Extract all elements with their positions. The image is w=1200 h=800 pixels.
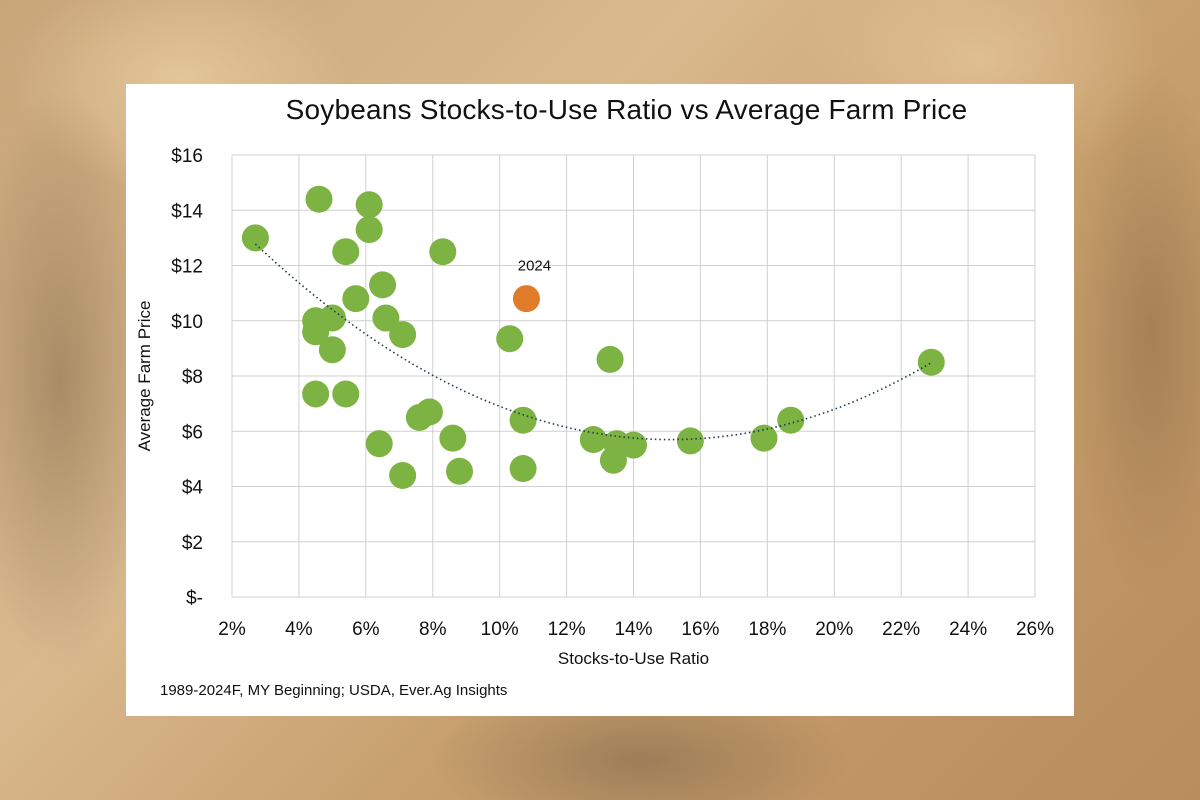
data-point bbox=[917, 348, 945, 376]
data-point bbox=[365, 430, 393, 458]
data-point bbox=[342, 285, 370, 313]
data-point bbox=[750, 424, 778, 452]
data-point bbox=[302, 380, 330, 408]
chart-title: Soybeans Stocks-to-Use Ratio vs Average … bbox=[285, 94, 968, 125]
x-tick-label: 4% bbox=[285, 619, 313, 640]
data-point bbox=[369, 271, 397, 299]
data-point bbox=[318, 304, 346, 332]
highlight-label: 2024 bbox=[518, 258, 551, 275]
x-tick-label: 16% bbox=[681, 619, 719, 640]
data-point bbox=[355, 216, 383, 244]
x-tick-label: 22% bbox=[882, 619, 920, 640]
x-tick-label: 2% bbox=[218, 619, 246, 640]
y-tick-label: $12 bbox=[171, 257, 203, 278]
data-point bbox=[372, 304, 400, 332]
x-tick-label: 24% bbox=[949, 619, 987, 640]
data-point bbox=[355, 191, 383, 219]
x-tick-label: 10% bbox=[481, 619, 519, 640]
data-point bbox=[509, 406, 537, 434]
x-tick-label: 6% bbox=[352, 619, 380, 640]
data-point bbox=[332, 238, 360, 266]
data-point bbox=[332, 380, 360, 408]
data-point bbox=[509, 455, 537, 483]
chart-title-wrap: Soybeans Stocks-to-Use Ratio vs Average … bbox=[126, 94, 1198, 134]
data-point bbox=[415, 398, 443, 426]
data-point bbox=[439, 424, 467, 452]
data-point bbox=[620, 431, 647, 459]
data-point bbox=[596, 345, 624, 373]
y-tick-label: $- bbox=[186, 588, 203, 609]
data-point bbox=[389, 321, 417, 349]
trendline bbox=[254, 243, 932, 441]
y-tick-label: $4 bbox=[182, 478, 204, 499]
y-tick-label: $14 bbox=[171, 201, 203, 222]
data-point bbox=[777, 406, 805, 434]
y-axis-label: Average Farm Price bbox=[135, 301, 154, 452]
data-point bbox=[318, 336, 346, 364]
x-axis-label: Stocks-to-Use Ratio bbox=[558, 649, 709, 668]
data-point bbox=[305, 185, 333, 213]
y-tick-label: $6 bbox=[182, 422, 203, 443]
x-tick-label: 8% bbox=[419, 619, 447, 640]
y-tick-label: $16 bbox=[171, 146, 203, 167]
highlight-point-2024 bbox=[512, 285, 540, 313]
x-tick-label: 26% bbox=[1016, 619, 1054, 640]
y-tick-label: $2 bbox=[182, 533, 203, 554]
x-tick-label: 20% bbox=[815, 619, 853, 640]
source-note: 1989-2024F, MY Beginning; USDA, Ever.Ag … bbox=[160, 682, 508, 699]
data-point bbox=[241, 224, 269, 252]
x-tick-label: 12% bbox=[548, 619, 586, 640]
data-point bbox=[676, 427, 704, 455]
y-tick-label: $10 bbox=[171, 312, 203, 333]
x-tick-label: 14% bbox=[614, 619, 652, 640]
data-point bbox=[579, 426, 607, 454]
data-point bbox=[599, 446, 627, 474]
x-tick-label: 18% bbox=[748, 619, 786, 640]
data-point bbox=[429, 238, 457, 266]
data-point bbox=[389, 461, 417, 489]
y-tick-label: $8 bbox=[182, 367, 203, 388]
data-point bbox=[496, 325, 524, 353]
chart-card bbox=[126, 84, 1074, 716]
data-point bbox=[446, 457, 474, 485]
